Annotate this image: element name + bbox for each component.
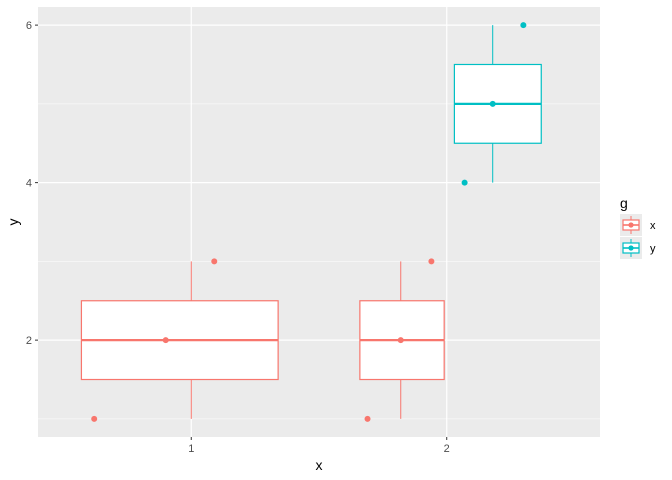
points [91,22,527,422]
box-mean-point [489,100,496,107]
y-axis-title: y [5,219,21,226]
legend-label-y: y [650,243,656,255]
data-point-x [91,415,98,422]
x-axis-title: x [316,457,323,473]
y-tick-label: 2 [26,335,32,347]
data-point-y [520,22,527,29]
boxes [80,25,542,419]
box-mean-point [162,337,169,344]
y-tick-label: 6 [26,20,32,32]
data-point-y [461,179,468,186]
box-mean-point [397,337,404,344]
x-tick-label: 1 [188,443,194,455]
legend-label-x: x [650,220,656,232]
legend-key-point [628,222,634,228]
data-point-x [364,415,371,422]
x-tick-label: 2 [444,443,450,455]
y-axis: 2 4 6 [26,20,38,347]
legend: g xy [620,195,656,259]
data-point-x [428,258,435,265]
data-point-x [211,258,218,265]
legend-title: g [620,195,628,211]
y-tick-label: 4 [26,178,32,190]
legend-key-point [628,245,634,251]
